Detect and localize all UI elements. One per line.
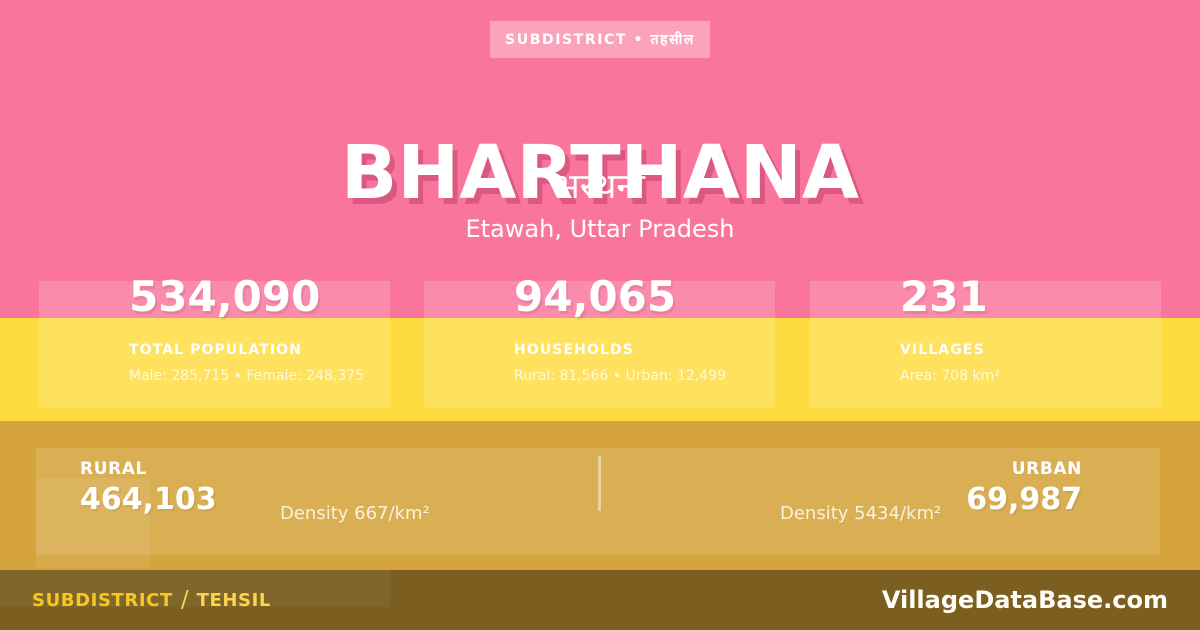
households-detail: Rural: 81,566 • Urban: 12,499 — [514, 368, 727, 384]
header-band — [0, 0, 1200, 318]
rural-label: RURAL — [80, 459, 147, 479]
rural-density: Density 667/km² — [280, 503, 430, 524]
vertical-divider — [598, 456, 601, 511]
stat-card-households: 94,065 HOUSEHOLDS Rural: 81,566 • Urban:… — [424, 276, 775, 408]
rural-urban-card — [36, 448, 1160, 555]
urban-density: Density 5434/km² — [780, 503, 942, 524]
footer-bar: SUBDISTRICT / TEHSIL VillageDataBase.com — [0, 570, 1200, 630]
stats-band — [0, 318, 1200, 421]
page-title: BHARTHANA — [340, 129, 860, 216]
total-population-value: 534,090 — [129, 272, 321, 321]
website-name: VillageDataBase.com — [881, 586, 1168, 614]
villages-label: VILLAGES — [900, 342, 985, 358]
entity-type-separator: / — [180, 587, 189, 613]
type-badge-label: SUBDISTRICT • तहसील — [505, 32, 695, 48]
stat-card-villages: 231 VILLAGES Area: 708 km² — [810, 276, 1161, 408]
decorative-square — [36, 478, 150, 568]
rural-population-value: 464,103 — [80, 482, 217, 517]
villages-detail: Area: 708 km² — [900, 368, 1000, 384]
location-text: Etawah, Uttar Pradesh — [465, 215, 735, 243]
rural-urban-band: RURAL 464,103 Density 667/km² Density 54… — [0, 421, 1200, 570]
total-population-label: TOTAL POPULATION — [129, 342, 302, 358]
households-value: 94,065 — [514, 272, 677, 321]
footer-decorative-strip — [0, 570, 390, 607]
page-title-native: भरथना — [555, 167, 645, 207]
total-population-detail: Male: 285,715 • Female: 248,375 — [129, 368, 365, 384]
stat-card-total-population: 534,090 TOTAL POPULATION Male: 285,715 •… — [39, 276, 390, 408]
entity-type-label: SUBDISTRICT / TEHSIL — [32, 570, 271, 630]
urban-population-value: 69,987 — [966, 482, 1082, 517]
villages-value: 231 — [900, 272, 988, 321]
entity-type-english: SUBDISTRICT — [32, 589, 173, 611]
type-badge: SUBDISTRICT • तहसील — [490, 21, 710, 58]
households-label: HOUSEHOLDS — [514, 342, 634, 358]
urban-label: URBAN — [1011, 459, 1082, 479]
entity-type-alt: TEHSIL — [196, 589, 271, 611]
